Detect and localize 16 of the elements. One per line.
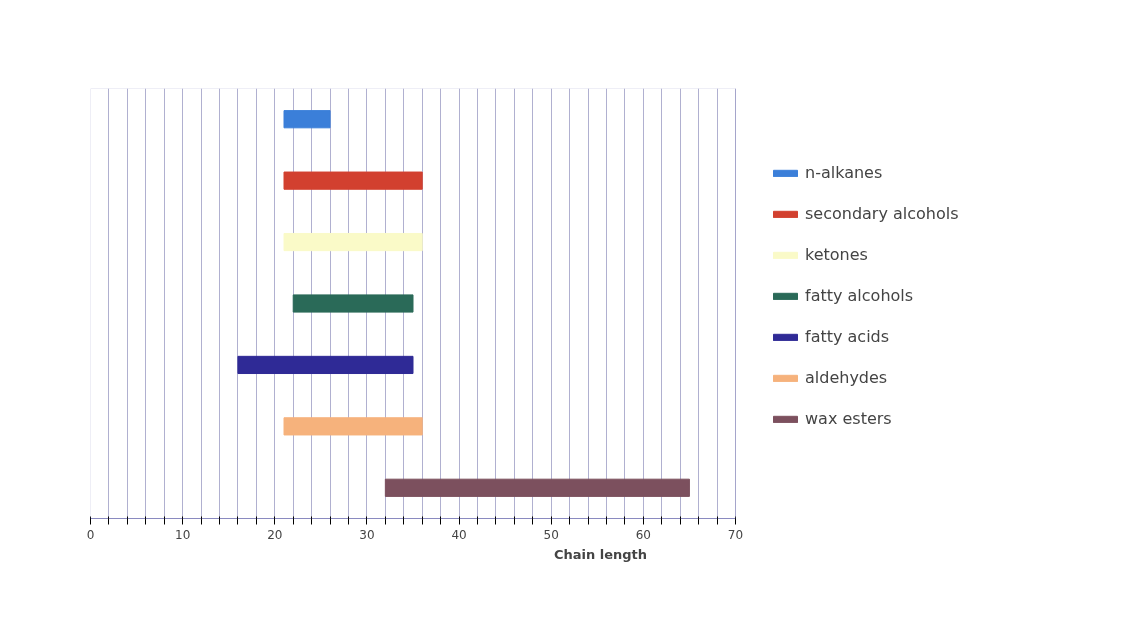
- x-tick-label: 30: [359, 527, 375, 542]
- x-tick-label: 70: [727, 527, 744, 542]
- x-tick-label: 50: [543, 527, 559, 542]
- legend-label: fatty alcohols: [805, 286, 914, 305]
- x-tick-label: 0: [86, 527, 95, 542]
- legend-label: ketones: [805, 245, 868, 264]
- legend-label: aldehydes: [805, 368, 888, 387]
- x-tick-label: 60: [635, 527, 651, 542]
- x-tick-label: 40: [451, 527, 467, 542]
- legend-label: secondary alcohols: [805, 204, 959, 223]
- x-tick-label: 20: [267, 527, 283, 542]
- legend-label: n-alkanes: [805, 163, 883, 182]
- legend-label: wax esters: [805, 409, 892, 428]
- x-tick-label: 10: [175, 527, 191, 542]
- legend-label: fatty acids: [805, 327, 890, 346]
- x-axis-title: Chain length: [553, 546, 648, 562]
